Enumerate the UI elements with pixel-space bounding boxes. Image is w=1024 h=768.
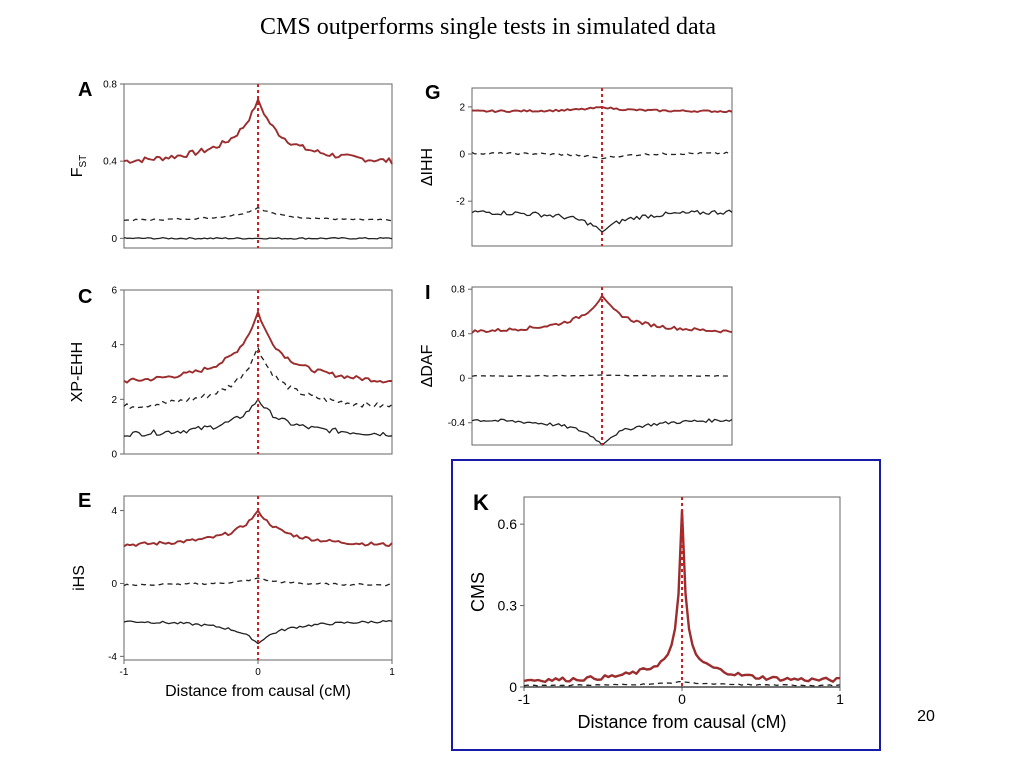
y-tick-label: 0.4 [451,329,465,340]
y-tick-label: 0.3 [498,597,518,613]
y-axis-label: CMS [468,572,488,612]
x-axis-label: Distance from causal (cM) [577,712,786,732]
y-tick-label: 0.8 [451,285,465,296]
x-tick-label: 1 [836,691,844,707]
x-axis-label: Distance from causal (cM) [165,683,351,700]
x-tick-label: -1 [518,691,531,707]
panel-label: I [425,282,431,304]
y-axis-label-subscript: ST [78,155,89,168]
slide-title: CMS outperforms single tests in simulate… [260,14,716,40]
series-candidate [123,310,392,384]
y-tick-label: 0 [111,450,117,461]
y-tick-label: 0.8 [103,80,117,91]
page-number: 20 [917,708,935,725]
series-candidate [123,98,393,165]
y-tick-label: -2 [456,197,465,208]
panel-label: K [473,490,489,515]
y-axis-label: ΔIHH [419,148,436,186]
panel-c: C 0 2 4 6 XP-EHH [69,286,393,461]
series-neutral-dashed [123,346,393,409]
y-tick-label: 0 [111,234,117,245]
y-tick-label: 6 [111,286,117,297]
series-neutral-solid [123,236,393,240]
highlight-box [451,459,881,751]
panel-a: A 0 0.4 0.8 FST [69,79,393,249]
series-candidate [523,509,841,684]
x-tick-label: 0 [255,667,261,678]
series-neutral-solid [471,209,733,233]
series-neutral-dashed [471,151,733,160]
series-neutral-solid [123,619,393,645]
y-tick-label: -0.4 [448,418,466,429]
y-tick-label: 0.4 [103,157,117,168]
y-tick-label: 0 [459,374,465,385]
series-neutral-dashed [523,680,841,687]
x-tick-label: -1 [120,667,129,678]
y-tick-label: -4 [108,652,117,663]
series-neutral-dashed [123,577,393,587]
series-neutral-dashed [471,374,733,377]
panel-label: C [78,286,92,308]
y-tick-label: 0.6 [498,516,518,532]
panel-g: G -2 0 2 ΔIHH [419,82,733,247]
y-tick-label: 4 [111,506,117,517]
series-neutral-dashed [123,206,393,222]
panel-label: G [425,82,441,104]
y-tick-label: 4 [111,340,117,351]
y-tick-label: 0 [509,679,517,695]
panel-i: I -0.4 0 0.4 0.8 ΔDAF [419,282,733,446]
y-axis-label: iHS [71,565,88,591]
y-tick-label: 0 [111,579,117,590]
y-tick-label: 2 [111,395,117,406]
y-axis-label: ΔDAF [419,344,436,387]
y-axis-label: XP-EHH [69,342,86,402]
y-tick-label: 2 [459,102,465,113]
panel-e: E -4 0 4 -1 0 1 Distance from causal (cM) iHS [71,490,395,700]
y-tick-label: 0 [459,150,465,161]
x-tick-label: 0 [678,691,686,707]
panel-label: A [78,79,92,101]
panel-label: E [78,490,91,512]
x-tick-label: 1 [389,667,395,678]
y-axis-label: FST [69,155,89,178]
